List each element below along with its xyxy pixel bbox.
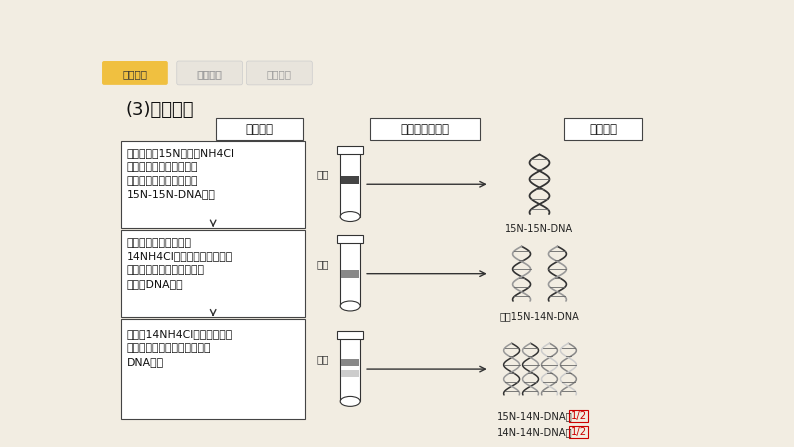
Text: 教材梳理: 教材梳理 [122, 69, 148, 79]
Bar [121, 320, 306, 419]
Text: (3)实验过程: (3)实验过程 [126, 101, 195, 119]
Text: 离心: 离心 [316, 354, 329, 364]
Ellipse shape [340, 211, 360, 222]
Bar [340, 337, 360, 401]
Text: 15N-15N-DNA: 15N-15N-DNA [506, 224, 573, 234]
Bar [341, 270, 359, 278]
Text: 真题演练: 真题演练 [267, 69, 292, 79]
Text: 14N-14N-DNA占: 14N-14N-DNA占 [497, 427, 572, 437]
Text: 1/2: 1/2 [570, 411, 587, 421]
Text: 在含有14NH4Cl的培养液中培
养，细胞分裂两次获得第二代
DNA分子: 在含有14NH4Cl的培养液中培 养，细胞分裂两次获得第二代 DNA分子 [127, 329, 233, 367]
Ellipse shape [340, 301, 360, 311]
FancyBboxPatch shape [177, 61, 242, 85]
Text: 离心: 离心 [316, 259, 329, 269]
Text: 实验步骤: 实验步骤 [245, 123, 273, 136]
Text: 1/2: 1/2 [570, 427, 587, 437]
FancyBboxPatch shape [102, 61, 168, 85]
Text: 题型探究: 题型探究 [197, 69, 222, 79]
Text: 离心: 离心 [316, 169, 329, 179]
Bar [370, 118, 480, 139]
Bar [337, 146, 363, 154]
Bar [121, 230, 306, 317]
Ellipse shape [340, 396, 360, 406]
Bar [337, 331, 363, 339]
Text: 实验结果及图示: 实验结果及图示 [400, 123, 449, 136]
Bar [341, 177, 359, 185]
Text: 题型探究: 题型探究 [196, 69, 222, 79]
Bar [341, 359, 359, 367]
Bar [341, 371, 359, 377]
Text: 将该大肠杆菌转移到以
14NH4Cl为唯一氮源的培养液
中培养，细胞分裂一次得到
第一代DNA分子: 将该大肠杆菌转移到以 14NH4Cl为唯一氮源的培养液 中培养，细胞分裂一次得到… [127, 238, 233, 289]
FancyBboxPatch shape [246, 61, 312, 85]
Text: 15N-14N-DNA占: 15N-14N-DNA占 [497, 411, 572, 421]
Bar [216, 118, 303, 139]
Bar [337, 236, 363, 243]
Text: 图解分析: 图解分析 [589, 123, 617, 136]
Bar [340, 152, 360, 216]
Bar [121, 140, 306, 228]
Bar [565, 118, 642, 139]
Bar [340, 241, 360, 306]
Text: 用以同位素15N标记的NH4Cl
为唯一氮源的培养液，培
养大肠杆菌若干代，获得
15N-15N-DNA分子: 用以同位素15N标记的NH4Cl 为唯一氮源的培养液，培 养大肠杆菌若干代，获得… [127, 148, 235, 199]
Text: 全为15N-14N-DNA: 全为15N-14N-DNA [499, 312, 580, 321]
